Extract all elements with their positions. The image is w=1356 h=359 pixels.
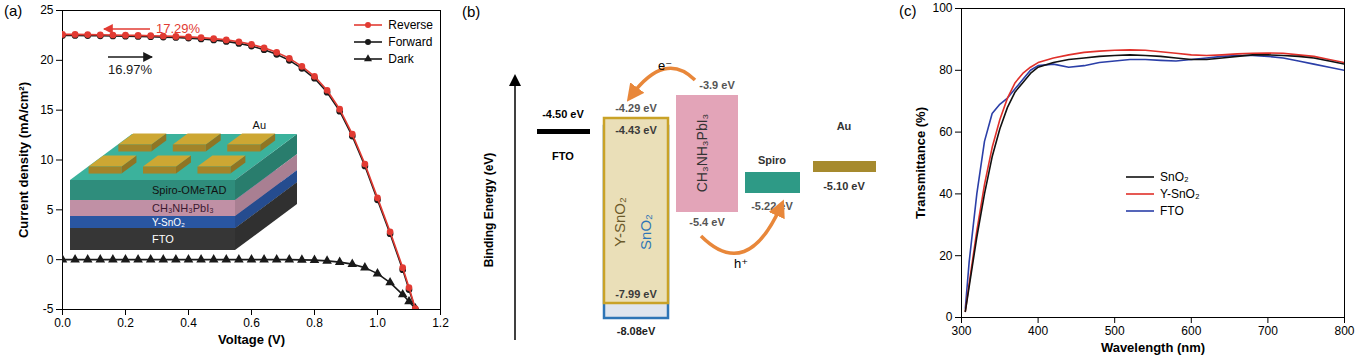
svg-text:-5.4 eV: -5.4 eV bbox=[689, 216, 725, 228]
svg-text:0: 0 bbox=[47, 253, 54, 267]
svg-text:100: 100 bbox=[932, 1, 952, 15]
svg-text:Spiro: Spiro bbox=[758, 154, 786, 166]
svg-text:700: 700 bbox=[1258, 324, 1278, 338]
svg-text:-5.10 eV: -5.10 eV bbox=[823, 180, 865, 192]
svg-text:1.0: 1.0 bbox=[369, 316, 386, 330]
svg-text:0: 0 bbox=[946, 310, 953, 324]
svg-text:(b): (b) bbox=[462, 3, 480, 20]
svg-text:Y-SnO₂: Y-SnO₂ bbox=[152, 217, 185, 228]
svg-text:800: 800 bbox=[1334, 324, 1354, 338]
svg-text:Transmittance (%): Transmittance (%) bbox=[913, 107, 928, 219]
svg-text:80: 80 bbox=[939, 63, 953, 77]
svg-text:FTO: FTO bbox=[152, 233, 174, 245]
svg-text:Binding Energy (eV): Binding Energy (eV) bbox=[482, 153, 496, 268]
svg-text:-4.43 eV: -4.43 eV bbox=[615, 124, 657, 136]
html-text:(c): (c) bbox=[899, 2, 917, 19]
svg-text:-8.08eV: -8.08eV bbox=[617, 325, 656, 337]
svg-text:20: 20 bbox=[939, 249, 953, 263]
html-text:(a): (a) bbox=[4, 2, 23, 19]
svg-text:h⁺: h⁺ bbox=[734, 256, 748, 271]
html-text:Reverse: Reverse bbox=[388, 17, 433, 32]
svg-text:600: 600 bbox=[1181, 324, 1201, 338]
html-text:SnO₂: SnO₂ bbox=[1160, 169, 1189, 184]
html-text:FTO: FTO bbox=[1160, 203, 1184, 218]
svg-text:17.29%: 17.29% bbox=[156, 21, 201, 36]
svg-text:15: 15 bbox=[40, 103, 54, 117]
svg-text:Wavelength (nm): Wavelength (nm) bbox=[1101, 340, 1205, 355]
svg-text:Current density (mA/cm²): Current density (mA/cm²) bbox=[16, 82, 31, 238]
svg-text:10: 10 bbox=[40, 153, 54, 167]
svg-text:0.2: 0.2 bbox=[117, 316, 134, 330]
svg-text:-7.99 eV: -7.99 eV bbox=[615, 288, 657, 300]
svg-text:Au: Au bbox=[253, 119, 266, 131]
svg-text:-5: -5 bbox=[43, 302, 54, 316]
svg-text:0.0: 0.0 bbox=[54, 316, 71, 330]
svg-text:300: 300 bbox=[951, 324, 971, 338]
svg-text:500: 500 bbox=[1105, 324, 1125, 338]
svg-text:Y-SnO₂: Y-SnO₂ bbox=[611, 197, 628, 247]
svg-text:20: 20 bbox=[40, 53, 54, 67]
svg-text:Au: Au bbox=[837, 120, 852, 132]
svg-text:-4.50 eV: -4.50 eV bbox=[542, 108, 584, 120]
svg-text:0.6: 0.6 bbox=[243, 316, 260, 330]
svg-text:-4.29 eV: -4.29 eV bbox=[615, 102, 657, 114]
html-text:Dark: Dark bbox=[388, 51, 414, 66]
svg-text:25: 25 bbox=[40, 3, 54, 17]
svg-text:40: 40 bbox=[939, 187, 953, 201]
svg-text:1.2: 1.2 bbox=[432, 316, 449, 330]
svg-text:SnO₂: SnO₂ bbox=[637, 214, 654, 250]
svg-text:-3.9 eV: -3.9 eV bbox=[699, 79, 735, 91]
svg-text:CH₃NH₃PbI₃: CH₃NH₃PbI₃ bbox=[694, 114, 710, 193]
svg-text:60: 60 bbox=[939, 125, 953, 139]
svg-text:CH₃NH₃PbI₃: CH₃NH₃PbI₃ bbox=[152, 202, 214, 214]
svg-text:5: 5 bbox=[47, 203, 54, 217]
svg-text:-5.22 eV: -5.22 eV bbox=[751, 200, 793, 212]
svg-text:0.4: 0.4 bbox=[180, 316, 197, 330]
svg-text:Spiro-OMeTAD: Spiro-OMeTAD bbox=[152, 184, 226, 196]
svg-text:e⁻: e⁻ bbox=[658, 58, 672, 73]
svg-text:Voltage (V): Voltage (V) bbox=[218, 332, 285, 347]
svg-text:400: 400 bbox=[1028, 324, 1048, 338]
svg-text:FTO: FTO bbox=[552, 150, 574, 162]
html-text:Forward: Forward bbox=[388, 34, 433, 49]
svg-text:16.97%: 16.97% bbox=[108, 62, 153, 77]
html-text:Y-SnO₂: Y-SnO₂ bbox=[1160, 186, 1200, 201]
svg-text:0.8: 0.8 bbox=[306, 316, 323, 330]
